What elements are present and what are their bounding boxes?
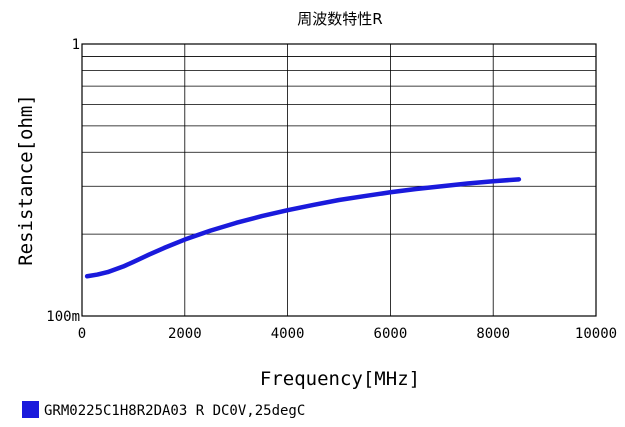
legend: GRM0225C1H8R2DA03 R DC0V,25degC <box>22 401 305 419</box>
x-tick-label: 10000 <box>575 326 617 342</box>
x-axis-label: Frequency[MHz] <box>260 368 420 390</box>
x-tick-labels: 0 2000 4000 6000 8000 10000 <box>78 326 617 342</box>
x-tick-label: 8000 <box>476 326 510 342</box>
plot-area-frame <box>81 43 597 317</box>
legend-swatch <box>22 401 39 418</box>
y-tick-label: 100m <box>46 309 80 325</box>
y-axis-label: Resistance[ohm] <box>15 94 37 266</box>
x-tick-label: 6000 <box>374 326 408 342</box>
x-tick-label: 2000 <box>168 326 202 342</box>
chart-title: 周波数特性R <box>297 10 382 28</box>
grid <box>82 44 596 316</box>
series-layer <box>84 177 522 279</box>
x-tick-label: 4000 <box>271 326 305 342</box>
y-tick-labels: 100m 1 <box>46 37 80 325</box>
x-tick-label: 0 <box>78 326 86 342</box>
series-line <box>84 177 522 279</box>
legend-label: GRM0225C1H8R2DA03 R DC0V,25degC <box>44 403 305 419</box>
y-tick-label: 1 <box>72 37 80 53</box>
